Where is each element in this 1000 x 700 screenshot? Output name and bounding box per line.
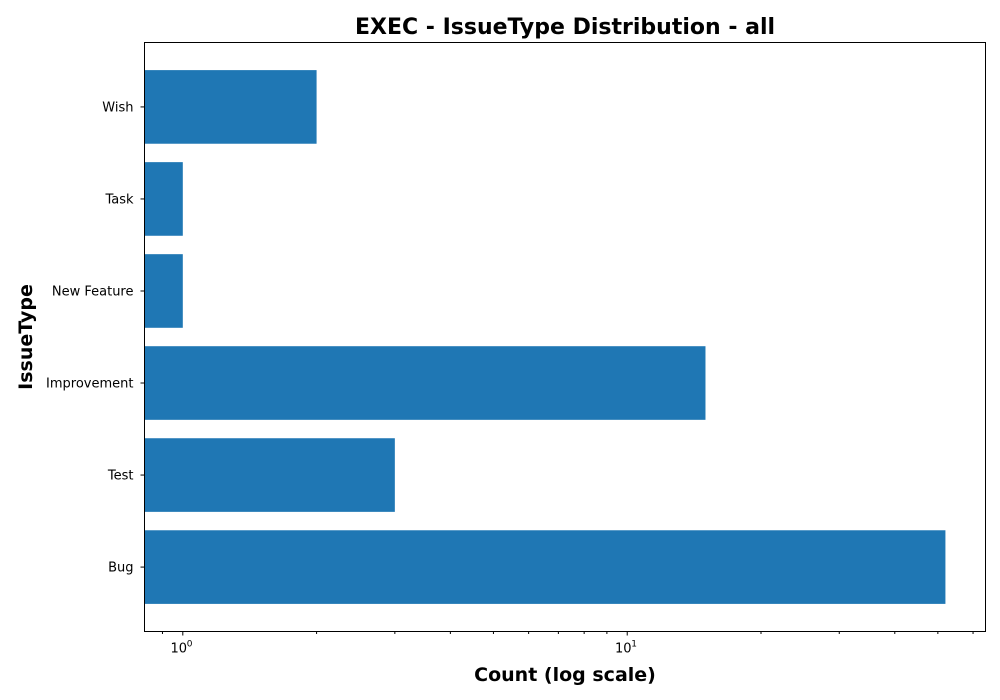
bar-test bbox=[144, 438, 395, 512]
x-tick-exponent: 0 bbox=[187, 640, 193, 650]
bars-group bbox=[144, 70, 946, 604]
x-axis-label: Count (log scale) bbox=[474, 664, 656, 686]
bar-bug bbox=[144, 530, 946, 604]
y-tick-label: Bug bbox=[108, 561, 133, 576]
y-axis-label: IssueType bbox=[15, 284, 37, 390]
y-tick-label: Test bbox=[107, 469, 134, 484]
chart-title: EXEC - IssueType Distribution - all bbox=[355, 15, 775, 40]
bar-task bbox=[144, 162, 183, 236]
bar-new-feature bbox=[144, 254, 183, 328]
x-tick-label: 10 bbox=[171, 642, 188, 657]
bar-improvement bbox=[144, 346, 706, 420]
x-tick-label: 10 bbox=[615, 642, 632, 657]
plot-frame bbox=[144, 42, 986, 632]
y-tick-label: Wish bbox=[102, 100, 133, 115]
bar-wish bbox=[144, 70, 317, 144]
y-tick-label: New Feature bbox=[52, 284, 134, 299]
y-tick-label: Task bbox=[104, 192, 134, 207]
x-tick-exponent: 1 bbox=[631, 640, 637, 650]
y-tick-label: Improvement bbox=[46, 377, 133, 392]
x-axis-ticks: 10 0 10 1 bbox=[161, 631, 974, 657]
y-axis-ticks: Bug Test Improvement New Feature Task Wish bbox=[46, 100, 145, 576]
